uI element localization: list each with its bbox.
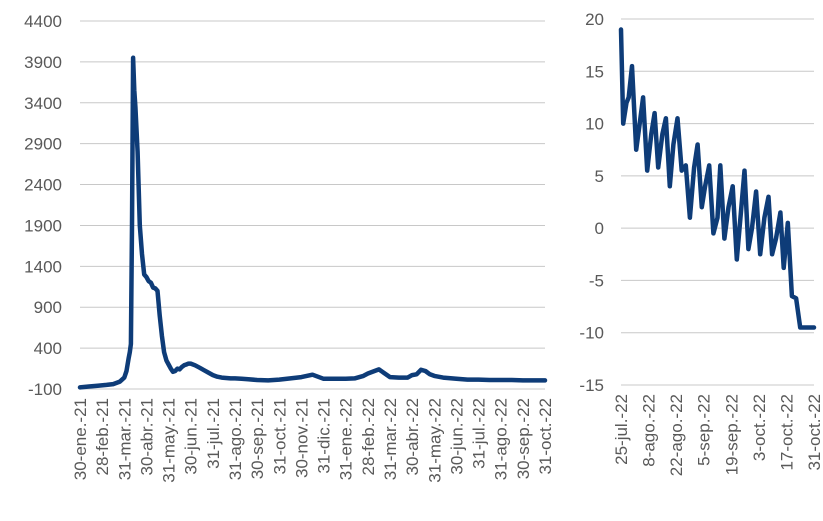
left-x-tick-label: 28-feb.-21 (93, 398, 112, 476)
left-y-tick-label: 900 (34, 298, 62, 317)
right-line-chart: 20 15 10 5 0 -5 -10 -15 25-jul.-22 8-ago.-22 22-ag… (579, 10, 823, 476)
right-x-tick-label: 8-ago.-22 (640, 394, 659, 467)
left-x-tick-label: 31-jul.-22 (470, 398, 489, 469)
left-x-tick-label: 31-ago.-21 (226, 398, 245, 480)
right-x-tick-label: 19-sep.-22 (722, 394, 741, 475)
left-x-tick-label: 31-jul.-21 (204, 398, 223, 469)
right-x-tick-label: 22-ago.-22 (667, 394, 686, 476)
left-x-tick-label: 31-ago.-22 (492, 398, 511, 480)
left-x-tick-label: 28-feb.-22 (359, 398, 378, 476)
left-x-tick-label: 30-ene.-21 (71, 398, 90, 480)
right-x-tick-label: 31-oct.-22 (805, 394, 823, 471)
right-y-tick-label: 10 (585, 115, 604, 134)
left-x-tick-label: 30-sep.-22 (514, 398, 533, 479)
left-x-tick-label: 30-abr.-22 (403, 398, 422, 476)
left-x-tick-label: 31-mar.-21 (115, 398, 134, 480)
right-y-tick-label: -10 (579, 324, 604, 343)
left-y-tick-label: 1900 (24, 216, 62, 235)
left-y-tick-label: 2400 (24, 176, 62, 195)
left-x-tick-label: 31-oct.-21 (270, 398, 289, 475)
left-y-tick-label: 3400 (24, 94, 62, 113)
left-x-tick-label: 30-jun.-21 (182, 398, 201, 475)
left-x-tick-label: 31-dic.-21 (315, 398, 334, 474)
left-x-tick-label: 31-oct.-22 (536, 398, 555, 475)
right-y-tick-label: 5 (595, 167, 604, 186)
left-y-tick-label: -100 (28, 380, 62, 399)
left-y-tick-label: 400 (34, 339, 62, 358)
left-y-tick-label: 3900 (24, 53, 62, 72)
left-x-tick-label: 31-may.-22 (425, 398, 444, 483)
right-series-line (618, 27, 817, 330)
left-line-chart: 4400 3900 3400 2900 2400 1900 1400 900 400 -100 30… (24, 12, 555, 483)
right-y-tick-label: 20 (585, 10, 604, 29)
right-x-tick-label: 25-jul.-22 (612, 394, 631, 465)
left-y-tick-label: 1400 (24, 257, 62, 276)
left-x-tick-label: 31-may.-21 (160, 398, 179, 483)
right-y-tick-label: -5 (589, 271, 604, 290)
left-x-tick-label: 31-ene.-22 (337, 398, 356, 480)
left-x-tick-label: 30-nov.-21 (292, 398, 311, 478)
left-x-tick-label: 31-mar.-22 (381, 398, 400, 480)
right-x-tick-label: 5-sep.-22 (695, 394, 714, 466)
left-x-tick-label: 30-sep.-21 (248, 398, 267, 479)
right-y-tick-label: -15 (579, 376, 604, 395)
right-x-tick-label: 3-oct.-22 (750, 394, 769, 461)
left-y-tick-label: 4400 (24, 12, 62, 31)
left-x-tick-label: 30-abr.-21 (137, 398, 156, 476)
right-y-tick-label: 0 (595, 219, 604, 238)
right-x-tick-label: 17-oct.-22 (777, 394, 796, 471)
right-y-tick-label: 15 (585, 62, 604, 81)
left-y-tick-label: 2900 (24, 135, 62, 154)
left-x-tick-label: 30-jun.-22 (447, 398, 466, 475)
left-series-line (77, 55, 548, 390)
